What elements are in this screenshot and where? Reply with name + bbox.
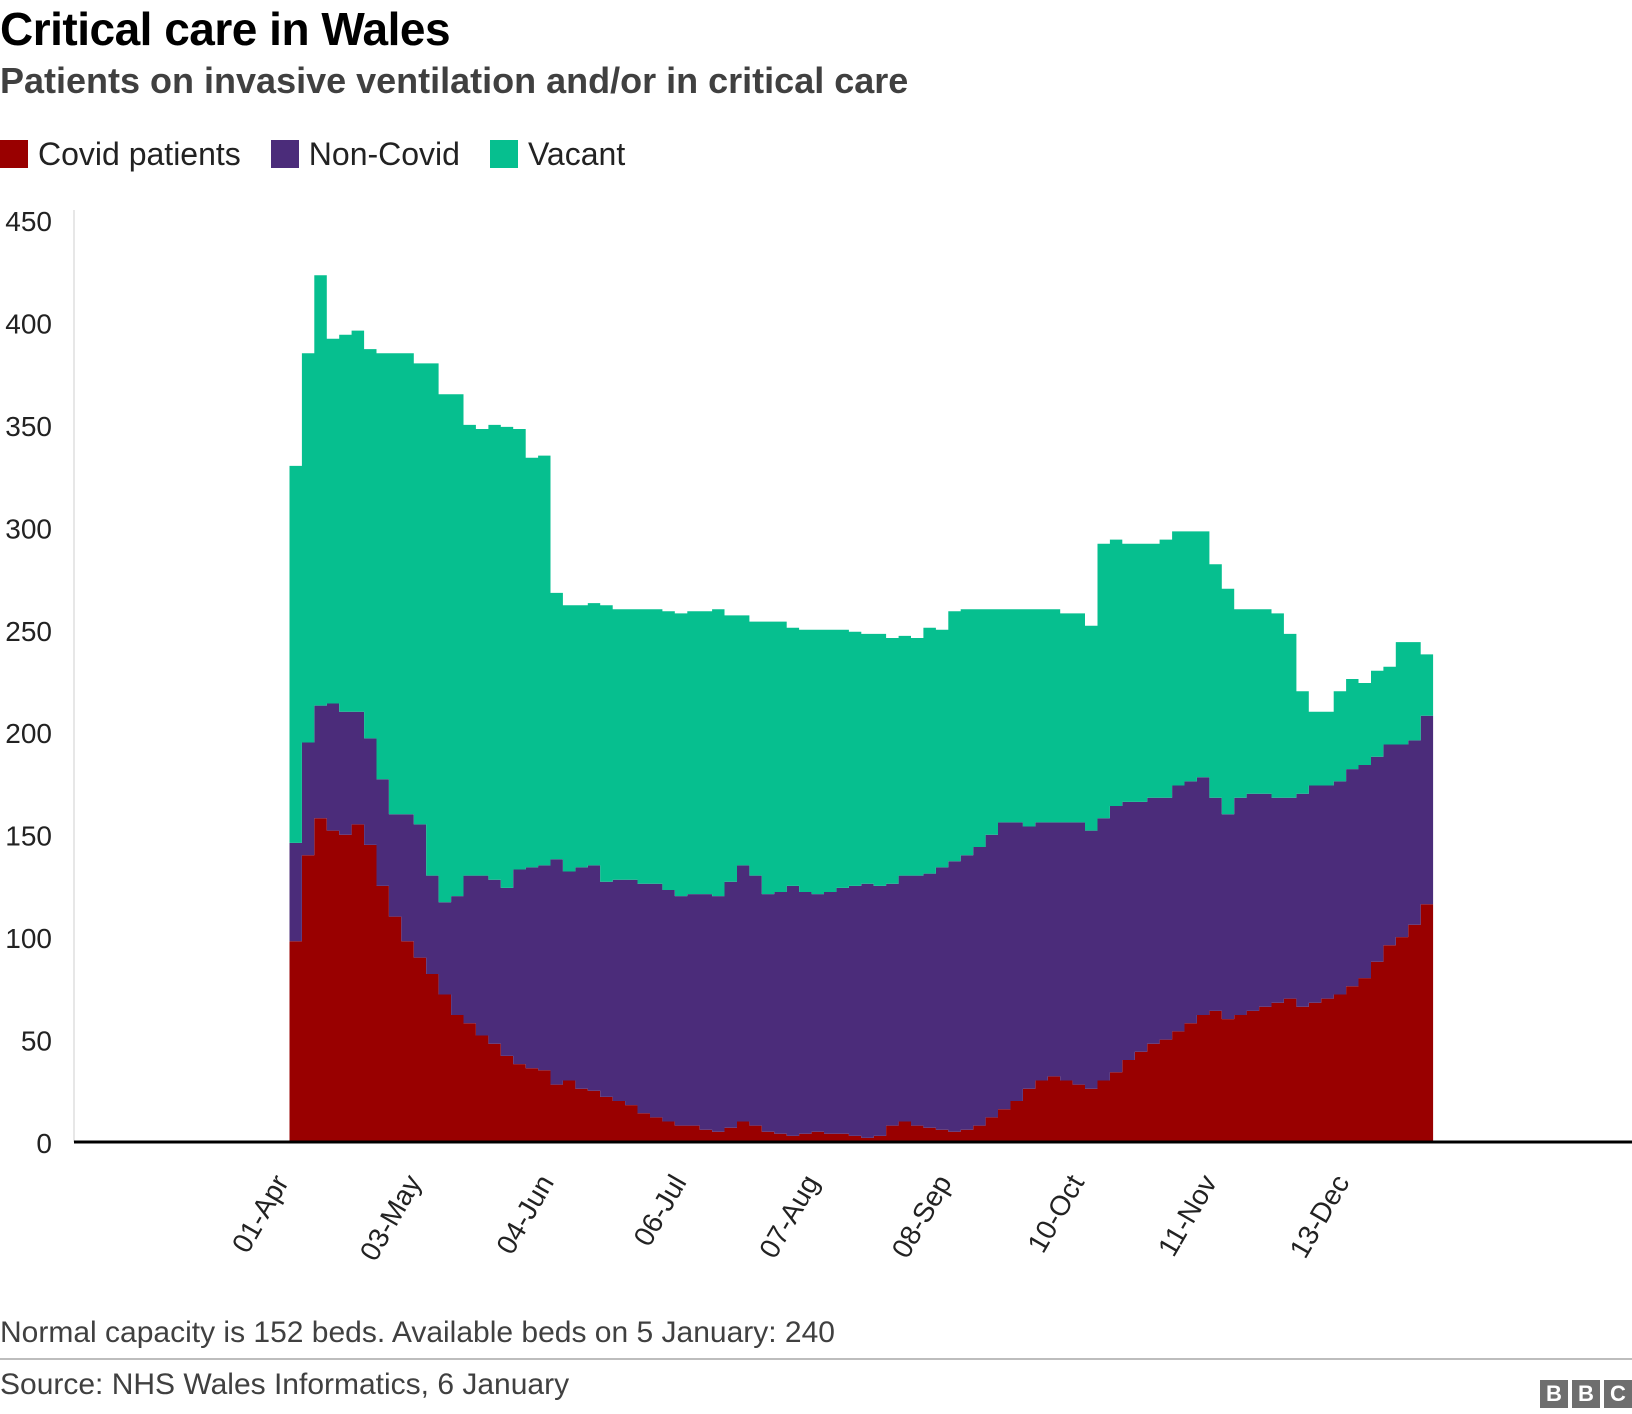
- chart-title: Critical care in Wales: [0, 3, 451, 55]
- legend-swatch-non-covid: [270, 140, 299, 168]
- x-tick-label: 13-Dec: [1283, 1169, 1355, 1263]
- legend-label-non-covid: Non-Covid: [308, 135, 460, 172]
- x-tick-label: 11-Nov: [1152, 1169, 1223, 1261]
- y-tick-label: 0: [36, 1128, 52, 1159]
- legend-swatch-vacant: [489, 140, 518, 168]
- y-tick-label: 100: [5, 923, 52, 954]
- x-tick-label: 08-Sep: [886, 1169, 958, 1263]
- footer-divider: [0, 1358, 1632, 1360]
- y-tick-label: 200: [5, 718, 52, 749]
- bbc-logo: B B C: [1536, 1380, 1632, 1408]
- y-tick-label: 350: [5, 411, 52, 442]
- legend-label-covid: Covid patients: [38, 135, 241, 172]
- area-covid-patients: [289, 818, 1434, 1142]
- area-vacant: [289, 275, 1434, 903]
- y-tick-label: 400: [5, 308, 52, 339]
- y-tick-label: 450: [5, 206, 52, 237]
- x-tick-label: 07-Aug: [753, 1170, 825, 1264]
- y-tick-label: 300: [5, 513, 52, 544]
- chart-source: Source: NHS Wales Informatics, 6 January: [0, 1368, 570, 1401]
- area-non-covid: [289, 703, 1434, 1138]
- x-tick-label: 10-Oct: [1021, 1169, 1090, 1257]
- chart-subtitle: Patients on invasive ventilation and/or …: [0, 60, 909, 101]
- legend-label-vacant: Vacant: [527, 135, 626, 172]
- chart-footnote: Normal capacity is 152 beds. Available b…: [0, 1316, 835, 1349]
- legend-item-covid: Covid patients: [0, 136, 241, 173]
- bbc-logo-letter: B: [1540, 1380, 1568, 1408]
- bbc-logo-letter: B: [1572, 1380, 1600, 1408]
- chart-legend: Covid patients Non-Covid Vacant: [0, 134, 655, 174]
- stacked-area-chart: 0 50 100 150 200 250 300 350 400 450 01-Apr 03-May 0…: [5, 206, 1632, 1266]
- x-tick-label: 01-Apr: [226, 1170, 295, 1258]
- y-tick-label: 150: [5, 821, 52, 852]
- x-tick-label: 06-Jul: [627, 1170, 692, 1252]
- y-tick-label: 50: [21, 1026, 52, 1057]
- x-tick-label: 04-Jun: [490, 1170, 560, 1260]
- bbc-logo-letter: C: [1604, 1380, 1632, 1408]
- legend-swatch-covid: [0, 140, 28, 168]
- x-tick-label: 03-May: [354, 1170, 428, 1266]
- y-tick-label: 250: [5, 616, 52, 647]
- legend-item-vacant: Vacant: [489, 135, 626, 173]
- legend-item-non-covid: Non-Covid: [270, 135, 460, 173]
